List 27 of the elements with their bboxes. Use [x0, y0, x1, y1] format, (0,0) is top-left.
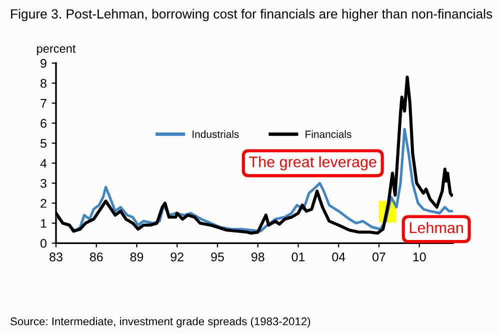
x-tick-label: 07 [372, 252, 386, 262]
y-tick-label: 8 [40, 78, 46, 88]
y-tick-label: 2 [40, 198, 46, 208]
y-tick-label: 7 [40, 99, 46, 108]
x-tick-label: 89 [130, 252, 144, 262]
x-tick-label: 01 [292, 252, 305, 262]
y-tick-label: 6 [40, 118, 46, 128]
legend-label: Industrials [192, 130, 239, 138]
x-tick-label: 92 [170, 252, 184, 262]
y-tick-label: 5 [40, 139, 46, 148]
y-tick-label: 4 [40, 159, 47, 168]
source-note: Source: Intermediate, investment grade spreads (1983-2012) [10, 317, 310, 328]
x-tick-label: 95 [211, 252, 224, 262]
x-tick-label: 98 [252, 252, 264, 262]
y-tick-label: 3 [40, 178, 46, 188]
annotation: Lehman [410, 222, 463, 234]
x-tick-label: 10 [413, 252, 426, 262]
chart-title: Figure 3. Post-Lehman, borrowing cost for financials are higher than non-financials [11, 8, 492, 22]
y-axis-title: percent [37, 45, 76, 56]
legend-label: Financials [306, 130, 352, 138]
x-tick-label: 04 [332, 252, 346, 262]
x-tick-label: 86 [90, 252, 103, 262]
y-tick-label: 0 [40, 238, 46, 248]
y-tick-label: 1 [40, 219, 46, 228]
annotation: The great leverage [249, 156, 376, 170]
x-tick-label: 83 [50, 252, 62, 262]
y-tick-label: 9 [40, 58, 46, 68]
